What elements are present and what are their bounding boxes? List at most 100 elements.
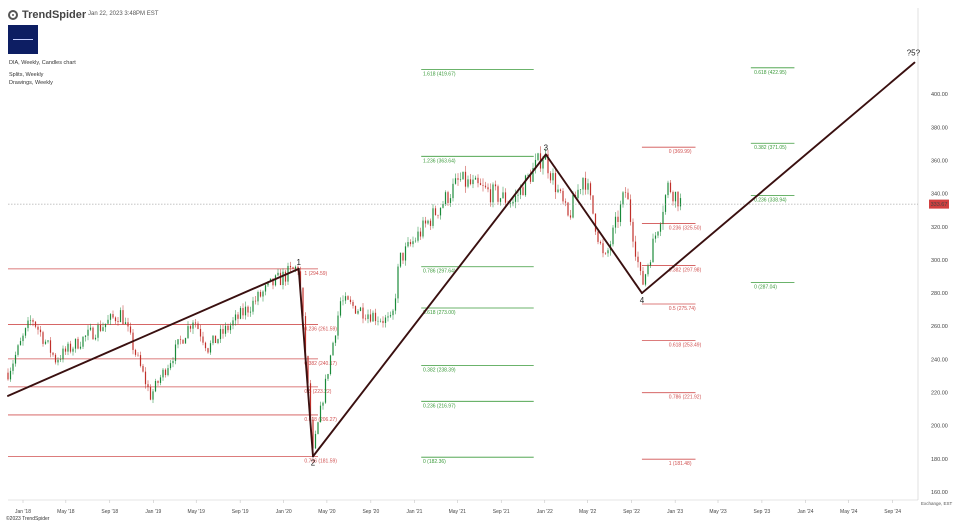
candle-body (189, 326, 192, 329)
candle-body (114, 317, 117, 322)
wave-label-3: 3 (544, 143, 549, 152)
candle-body (72, 348, 74, 352)
candle-body (534, 159, 537, 169)
candle-body (659, 224, 662, 232)
wave-line (7, 267, 300, 397)
candle (567, 201, 569, 217)
candle-body (587, 183, 589, 190)
candle (439, 207, 442, 220)
candle (674, 191, 677, 208)
candle-body (74, 338, 77, 349)
candle (74, 338, 77, 353)
candle (414, 237, 417, 243)
candle-body (202, 336, 204, 343)
candle-body (634, 241, 637, 257)
candle-body (427, 220, 429, 224)
candle-body (289, 265, 292, 268)
candle-body (87, 329, 89, 336)
candle-body (517, 194, 519, 196)
candle (377, 316, 379, 326)
candle-body (384, 317, 387, 323)
candle-body (229, 325, 232, 331)
candle (204, 341, 207, 352)
candle (677, 191, 679, 212)
y-tick-label: 180.00 (931, 457, 948, 463)
candle-body (282, 271, 284, 286)
candle-body (569, 215, 572, 218)
candle (327, 373, 329, 381)
y-tick-label: 400.00 (931, 92, 948, 98)
candle (364, 314, 367, 321)
fib-level-label: 0.786 (297.64) (423, 269, 456, 275)
candle (252, 296, 254, 315)
candle (219, 325, 222, 343)
candle (367, 309, 369, 324)
candle (572, 191, 574, 219)
candle-body (617, 216, 619, 222)
y-tick-label: 260.00 (931, 324, 948, 330)
candle (582, 177, 584, 196)
candle-body (409, 242, 412, 245)
candle (57, 357, 59, 366)
candle (404, 242, 407, 266)
candle-body (432, 208, 434, 226)
candle (357, 309, 359, 315)
candle-body (79, 346, 82, 349)
candle-body (672, 192, 674, 202)
candle (194, 319, 197, 328)
fib-level-label: 0.236 (325.50) (669, 225, 702, 231)
candle (39, 325, 42, 337)
candle-body (242, 308, 244, 316)
candle (22, 333, 24, 346)
candle (9, 367, 12, 382)
candle-body (264, 285, 267, 292)
candle-body (662, 211, 664, 225)
candle (469, 173, 472, 186)
candle-body (52, 352, 54, 355)
candle-body (442, 204, 444, 208)
candle (587, 178, 589, 195)
candle-body (669, 182, 672, 193)
candle-body (512, 201, 514, 204)
candle (114, 316, 117, 325)
candle (234, 310, 237, 326)
wave-line (297, 267, 314, 458)
candle-body (319, 405, 322, 423)
y-tick-label: 300.00 (931, 258, 948, 264)
candle (72, 346, 74, 356)
candle-body (664, 195, 667, 212)
candle-body (567, 202, 569, 216)
candle (59, 355, 62, 363)
candle (87, 325, 89, 341)
candle-body (644, 274, 647, 285)
candle (499, 197, 502, 206)
candle (554, 166, 557, 199)
candle (657, 230, 659, 239)
candle (672, 190, 674, 206)
candle (654, 231, 657, 243)
candle (447, 190, 449, 206)
candle (62, 345, 64, 363)
candle (167, 364, 169, 377)
candle (394, 293, 397, 315)
x-tick-label: Sep '20 (362, 509, 379, 515)
candle-body (254, 300, 257, 302)
candle-body (469, 179, 472, 185)
y-tick-label: 340.00 (931, 192, 948, 198)
candle-body (397, 266, 399, 299)
candle (382, 316, 384, 328)
candle (552, 168, 554, 185)
candle-body (437, 214, 439, 216)
candle (52, 352, 54, 357)
candle (149, 384, 152, 401)
x-tick-label: Sep '24 (884, 509, 901, 515)
candle (644, 273, 647, 287)
candle-body (372, 312, 374, 322)
candle-body (572, 194, 574, 218)
wave-line (640, 61, 916, 295)
candle-body (234, 314, 237, 321)
candle-body (559, 189, 562, 191)
candle (7, 368, 9, 381)
candle (322, 401, 324, 410)
